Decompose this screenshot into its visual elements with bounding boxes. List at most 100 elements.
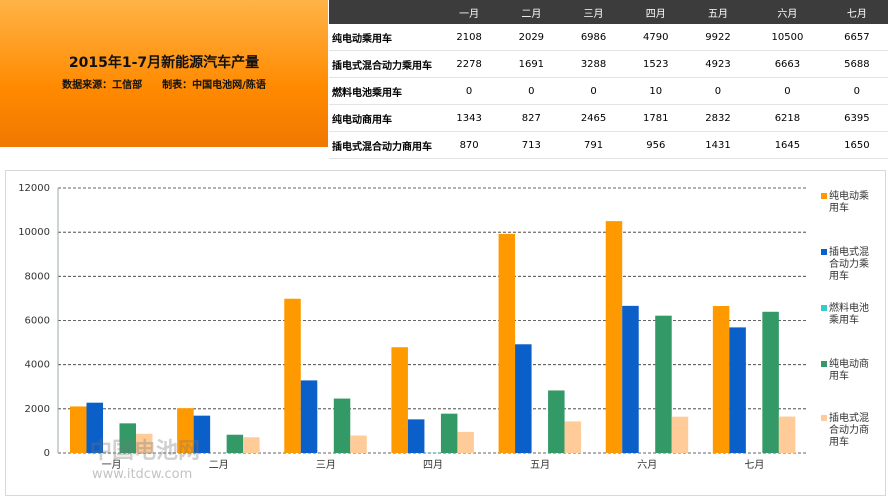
table-row: 燃料电池乘用车 0 0 0 10 0 0 0: [329, 77, 888, 105]
cell: 1691: [500, 50, 563, 78]
bar: [391, 347, 408, 453]
cell: 1645: [749, 131, 826, 159]
bar: [136, 433, 153, 453]
corner: [329, 0, 438, 24]
legend-swatch: [821, 305, 827, 311]
cell: 0: [562, 77, 625, 105]
cell: 870: [438, 131, 501, 159]
legend-swatch: [821, 193, 827, 199]
y-tick-label: 4000: [25, 360, 50, 371]
cell: 10: [624, 77, 687, 105]
chart: 0 2000 4000 6000 8000 10000 12000 一月 二月 三月 四月 五月 六月 七…: [18, 183, 808, 471]
watermark: 中国电池网: [90, 439, 201, 464]
column-header: 五月: [686, 0, 750, 24]
column-header: 六月: [749, 0, 826, 24]
cell: 791: [562, 131, 625, 159]
cell: 10500: [749, 24, 826, 51]
legend-item: 插电式混合动力乘用车: [821, 247, 875, 283]
bar: [440, 413, 458, 453]
cell: 713: [500, 131, 563, 159]
y-tick-label: 6000: [25, 316, 50, 327]
cell: 1781: [624, 104, 687, 132]
bar: [515, 344, 532, 453]
bar: [498, 233, 516, 453]
cell: 0: [749, 77, 826, 105]
cell: 1523: [624, 50, 687, 78]
chart-area: 0 2000 4000 6000 8000 10000 12000 一月 二月 三月 四月 五月 六月 七…: [5, 170, 886, 496]
legend-label: 插电式混合动力商用车: [829, 413, 869, 448]
column-header: 七月: [825, 0, 888, 24]
bar: [564, 421, 582, 453]
cell: 2108: [438, 24, 501, 51]
cell: 1431: [686, 131, 750, 159]
y-tick-label: 8000: [25, 271, 50, 282]
title-panel: 2015年1-7月新能源汽车产量 数据来源：工信部 制表：中国电池网/陈语: [0, 0, 328, 147]
y-tick-label: 10000: [18, 227, 50, 238]
bar: [605, 221, 623, 453]
table-row: 插电式混合动力乘用车 2278 1691 3288 1523 4923 6663 5688: [329, 50, 888, 78]
cell: 0: [438, 77, 501, 105]
legend-label: 插电式混合动力乘用车: [829, 247, 869, 282]
bar: [333, 398, 351, 453]
x-tick-label: 一月: [102, 459, 122, 471]
x-tick-label: 七月: [744, 459, 764, 471]
cell: 0: [686, 77, 750, 105]
cell: 6986: [562, 24, 625, 51]
bar: [762, 311, 779, 453]
chart-subtitle: 数据来源：工信部 制表：中国电池网/陈语: [62, 80, 266, 91]
cell: 4923: [686, 50, 750, 78]
cell: 827: [500, 104, 563, 132]
bar: [86, 402, 103, 453]
bar: [193, 415, 211, 453]
cell: 2465: [562, 104, 625, 132]
row-label: 纯电动商用车: [329, 104, 438, 132]
x-tick-label: 三月: [316, 459, 336, 471]
row-label: 纯电动乘用车: [329, 24, 438, 51]
bar: [671, 416, 689, 453]
bar: [350, 435, 367, 453]
bar: [407, 419, 425, 453]
x-tick-label: 四月: [423, 459, 443, 471]
cell: 3288: [562, 50, 625, 78]
bar: [729, 327, 746, 453]
column-header: 一月: [438, 0, 501, 24]
cell: 4790: [624, 24, 687, 51]
bar: [712, 305, 730, 453]
column-header: 四月: [624, 0, 687, 24]
row-label: 插电式混合动力商用车: [329, 131, 438, 159]
cell: 0: [500, 77, 563, 105]
legend-item: 燃料电池乘用车: [821, 303, 875, 327]
legend-label: 纯电动商用车: [829, 359, 869, 382]
cell: 5688: [825, 50, 888, 78]
cell: 1650: [825, 131, 888, 159]
column-header: 二月: [500, 0, 563, 24]
cell: 0: [825, 77, 888, 105]
cell: 6663: [749, 50, 826, 78]
row-label: 燃料电池乘用车: [329, 77, 438, 105]
cell: 2278: [438, 50, 501, 78]
y-tick-label: 2000: [25, 404, 50, 415]
cell: 9922: [686, 24, 750, 51]
cell: 956: [624, 131, 687, 159]
bar: [226, 434, 244, 453]
bar: [284, 298, 301, 453]
bar: [778, 416, 796, 453]
cell: 6218: [749, 104, 826, 132]
x-tick-label: 五月: [530, 459, 550, 471]
bar: [243, 437, 260, 453]
cell: 6395: [825, 104, 888, 132]
legend-swatch: [821, 249, 827, 255]
y-tick-label: 12000: [18, 183, 50, 194]
legend-item: 纯电动乘用车: [821, 191, 875, 215]
bar: [177, 408, 194, 453]
bar: [300, 380, 318, 453]
bar: [655, 315, 672, 453]
x-tick-label: 二月: [209, 459, 229, 471]
cell: 2029: [500, 24, 563, 51]
data-table: 一月 二月 三月 四月 五月 六月 七月 纯电动乘用车 2108 2029 6986 4790 9922…: [329, 0, 888, 159]
table-row: 纯电动商用车 1343 827 2465 1781 2832 6218 6395: [329, 104, 888, 132]
legend-label: 纯电动乘用车: [829, 191, 869, 214]
header-row: 一月 二月 三月 四月 五月 六月 七月: [329, 0, 888, 24]
table-row: 插电式混合动力商用车 870 713 791 956 1431 1645 1650: [329, 131, 888, 159]
